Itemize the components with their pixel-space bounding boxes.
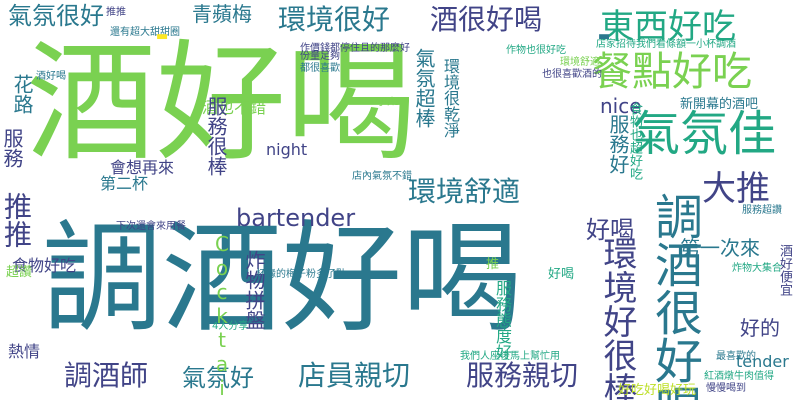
cloud-word: 服務親切 [466,359,579,392]
cloud-word: 調酒很好喝 [646,192,702,400]
cloud-word: 食物好吃 [12,256,77,275]
cloud-word: 第二杯 [100,174,149,193]
cloud-word: 東西好吃 [600,7,736,47]
cloud-word: 花路 [10,74,34,114]
cloud-word: 也很喜歡酒的 [542,69,602,80]
cloud-word: 氣氛很好 [8,2,104,30]
cloud-word: 酒也不錯 [202,98,267,117]
cloud-word: 推推 [0,192,33,248]
cloud-word: 作價錢都停住且的那麼好 [300,43,410,54]
cloud-word: 環境好很棒 [597,236,637,400]
cloud-word: 酒好喝 [36,71,66,82]
cloud-word: 酒好喝 [26,27,417,179]
cloud-word: 調酒師 [64,359,149,392]
cloud-word: 店內氣氛不錯 [352,171,412,182]
cloud-word: nice [600,94,642,118]
cloud-dash: ▬ [156,29,169,44]
cloud-word: 餐點好吃 [592,49,752,95]
cloud-word: 熱情 [8,342,41,361]
cloud-word: 作物也很好吃 [506,45,566,56]
cloud-word: 服務很棒 [204,96,228,176]
cloud-word: 好吃好喝好玩 [618,383,697,398]
cloud-word: 推推 [106,7,126,18]
cloud-word: 慢慢喝到 [706,383,746,394]
cloud-word: 好的 [740,316,780,340]
cloud-word: 下次還會來用餐 [116,221,186,232]
cloud-word: 都很喜歡 [300,63,340,74]
cloud-word: 杯緣的梅子粉多了點 [256,269,346,280]
cloud-word: 青蘋梅 [192,2,252,26]
cloud-word: 我們人座後馬上幫忙用 [460,351,560,362]
cloud-word: 環境舒適 [408,175,521,208]
cloud-word: 新開幕的酒吧 [680,97,759,112]
cloud-word: 服務 [0,128,24,168]
cloud-word: 酒很好喝 [430,3,543,36]
cloud-word: 服務超讚 [742,205,782,216]
cloud-word: bartender [236,204,356,232]
cloud-word: 炸物拼盤 [242,250,266,330]
cloud-word: 環境很乾淨 [441,58,460,138]
cloud-word: 還有超大甜甜圈 [110,27,180,38]
cloud-word: 環境舒適 [560,57,600,68]
cloud-word: Cocktail [210,232,234,400]
cloud-word: 超讚 [6,265,33,280]
cloud-word: 紅酒燉牛肉值得 [704,371,774,382]
cloud-word: 服務好 [606,114,630,174]
cloud-word: 環境很好 [278,3,391,36]
cloud-word: 氣氛好 [182,364,254,392]
cloud-word: 第一次來 [680,236,760,260]
cloud-word: 炸物大集合 [732,263,782,274]
cloud-word: 酒好便宜 [777,244,792,296]
cloud-word: 氣氛佳 [632,106,777,162]
cloud-word: 最喜歡的 [716,351,756,362]
cloud-word: 4人分享 [212,321,249,332]
cloud-word: 服務態度好 [493,280,512,360]
cloud-word: tender [736,352,789,371]
cloud-dash: ▬ [598,29,611,44]
cloud-word: 可以3 [374,97,401,108]
cloud-word: 份量足夠 [300,51,340,62]
cloud-word: 店家招待我們看條額一小杯調酒 [596,39,736,50]
cloud-word: 店員親切 [298,359,411,392]
cloud-word: 大推 [702,169,770,209]
cloud-word: 好喝 [548,267,575,282]
cloud-word: 好喝 [586,216,634,244]
cloud-word: 食物也超好吃 [627,102,642,180]
cloud-word: 會想再來 [110,158,175,177]
cloud-word: night [266,140,308,159]
cloud-word: 調酒好喝 [42,210,522,349]
cloud-word: 推 [486,257,500,272]
cloud-word: 氣氛超棒 [412,48,436,128]
